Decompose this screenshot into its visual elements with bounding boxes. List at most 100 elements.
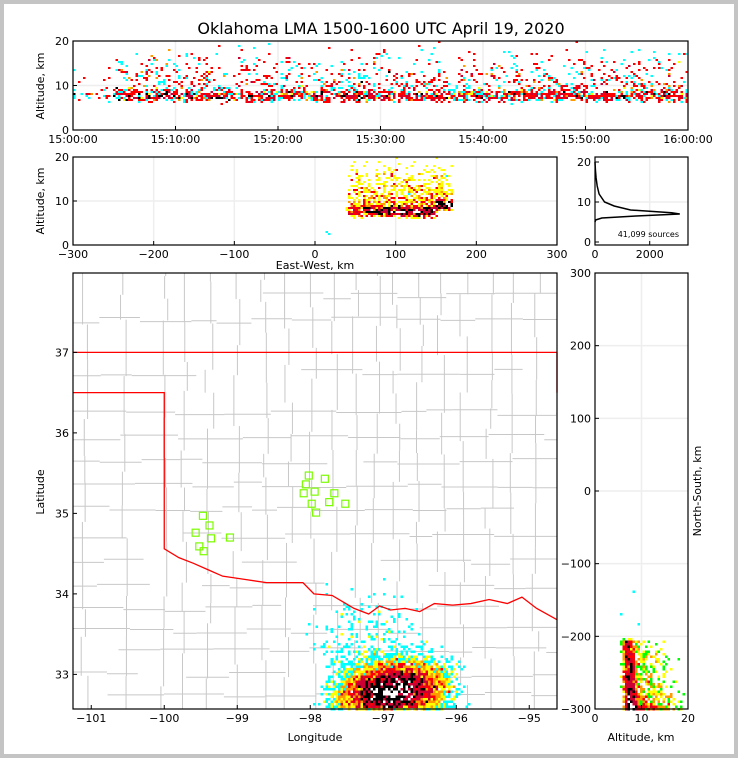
- density-cell: [448, 693, 451, 696]
- density-cell: [645, 69, 648, 71]
- density-cell: [393, 215, 396, 217]
- density-cell: [330, 93, 333, 95]
- density-cell: [435, 668, 438, 671]
- density-cell: [348, 698, 351, 701]
- density-cell: [440, 183, 443, 185]
- density-cell: [458, 665, 461, 668]
- density-cell: [293, 89, 296, 91]
- density-cell: [435, 199, 438, 201]
- density-cell: [430, 199, 433, 201]
- density-cell: [428, 693, 431, 696]
- density-cell: [653, 51, 656, 53]
- density-cell: [553, 77, 556, 79]
- density-cell: [575, 97, 578, 99]
- density-cell: [393, 93, 396, 95]
- density-cell: [413, 683, 416, 686]
- density-cell: [418, 703, 421, 706]
- density-cell: [428, 97, 431, 99]
- density-cell: [350, 623, 353, 626]
- density-cell: [263, 93, 266, 95]
- density-cell: [468, 51, 471, 53]
- density-cell: [348, 638, 351, 641]
- lma-station-marker: [299, 489, 308, 498]
- density-cell: [420, 95, 423, 97]
- density-cell: [365, 670, 368, 673]
- density-cell: [378, 668, 381, 671]
- density-cell: [470, 91, 473, 93]
- density-cell: [123, 89, 126, 91]
- density-cell: [625, 660, 628, 663]
- density-cell: [363, 189, 366, 191]
- density-cell: [108, 95, 111, 97]
- density-cell: [600, 61, 603, 63]
- density-cell: [393, 183, 396, 185]
- density-cell: [400, 193, 403, 195]
- density-cell: [303, 67, 306, 69]
- density-cell: [668, 53, 671, 55]
- density-cell: [650, 89, 653, 91]
- density-cell: [408, 705, 411, 708]
- density-cell: [418, 700, 421, 703]
- density-cell: [373, 91, 376, 93]
- density-cell: [593, 85, 596, 87]
- density-cell: [403, 211, 406, 213]
- density-cell: [403, 209, 406, 211]
- density-cell: [490, 75, 493, 77]
- density-cell: [575, 95, 578, 97]
- density-cell: [385, 97, 388, 99]
- density-cell: [358, 181, 361, 183]
- density-cell: [373, 61, 376, 63]
- density-cell: [255, 65, 258, 67]
- density-cell: [630, 703, 633, 706]
- density-cell: [373, 693, 376, 696]
- density-cell: [423, 169, 426, 171]
- density-cell: [640, 91, 643, 93]
- density-cell: [195, 97, 198, 99]
- density-cell: [375, 73, 378, 75]
- density-cell: [360, 207, 363, 209]
- density-cell: [415, 95, 418, 97]
- density-cell: [350, 703, 353, 706]
- density-cell: [653, 91, 656, 93]
- density-cell: [265, 89, 268, 91]
- density-cell: [368, 209, 371, 211]
- density-cell: [393, 670, 396, 673]
- density-cell: [598, 69, 601, 71]
- density-cell: [355, 683, 358, 686]
- density-cell: [640, 698, 643, 701]
- density-cell: [398, 705, 401, 708]
- density-cell: [208, 95, 211, 97]
- density-cell: [378, 93, 381, 95]
- density-cell: [673, 99, 676, 101]
- density-cell: [358, 653, 361, 656]
- density-cell: [390, 615, 393, 618]
- density-cell: [160, 69, 163, 71]
- density-cell: [275, 93, 278, 95]
- density-cell: [205, 57, 208, 59]
- density-cell: [365, 209, 368, 211]
- density-cell: [548, 91, 551, 93]
- density-cell: [385, 185, 388, 187]
- density-cell: [657, 650, 660, 653]
- density-cell: [413, 695, 416, 698]
- density-cell: [325, 640, 328, 643]
- density-cell: [380, 203, 383, 205]
- density-cell: [435, 695, 438, 698]
- density-cell: [328, 233, 331, 235]
- density-cell: [338, 690, 341, 693]
- density-cell: [380, 663, 383, 666]
- density-cell: [383, 578, 386, 581]
- density-cell: [300, 91, 303, 93]
- density-cell: [648, 93, 651, 95]
- density-cell: [430, 205, 433, 207]
- density-cell: [410, 207, 413, 209]
- density-cell: [335, 698, 338, 701]
- density-cell: [508, 97, 511, 99]
- density-cell: [413, 678, 416, 681]
- density-cell: [373, 685, 376, 688]
- density-cell: [398, 211, 401, 213]
- density-cell: [468, 85, 471, 87]
- density-cell: [368, 705, 371, 708]
- density-cell: [78, 81, 81, 83]
- density-cell: [380, 700, 383, 703]
